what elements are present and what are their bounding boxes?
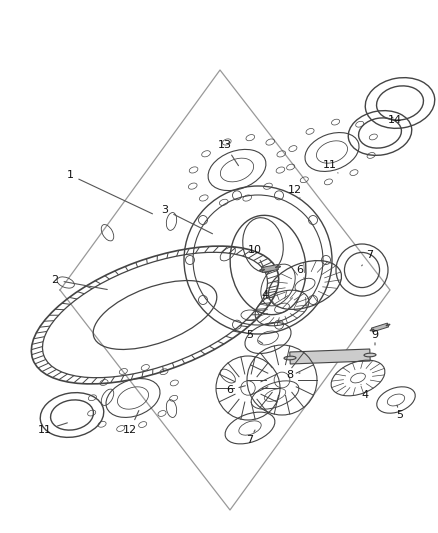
Ellipse shape: [276, 266, 280, 268]
Ellipse shape: [370, 329, 374, 331]
Polygon shape: [371, 323, 389, 332]
Ellipse shape: [386, 324, 390, 326]
Text: 11: 11: [323, 160, 338, 173]
Text: 7: 7: [247, 430, 255, 445]
Polygon shape: [261, 264, 279, 272]
Text: 3: 3: [162, 205, 212, 234]
Ellipse shape: [284, 356, 296, 360]
Text: 2: 2: [51, 275, 107, 289]
Text: 14: 14: [388, 115, 402, 125]
Text: 10: 10: [248, 245, 264, 268]
Text: 8: 8: [286, 370, 300, 380]
Text: 1: 1: [67, 170, 152, 214]
Ellipse shape: [364, 353, 376, 357]
Ellipse shape: [260, 269, 265, 271]
Text: 12: 12: [123, 410, 139, 435]
Text: 11: 11: [38, 423, 67, 435]
Text: 6: 6: [297, 265, 305, 280]
Text: 5: 5: [247, 330, 263, 343]
Text: 12: 12: [288, 185, 302, 198]
Text: 6: 6: [226, 385, 245, 395]
Text: 4: 4: [261, 290, 276, 306]
Text: 5: 5: [396, 405, 403, 420]
Text: 4: 4: [361, 385, 368, 400]
Text: 7: 7: [362, 250, 374, 266]
Text: 13: 13: [218, 140, 238, 166]
Polygon shape: [290, 349, 370, 364]
Text: 9: 9: [371, 330, 378, 345]
